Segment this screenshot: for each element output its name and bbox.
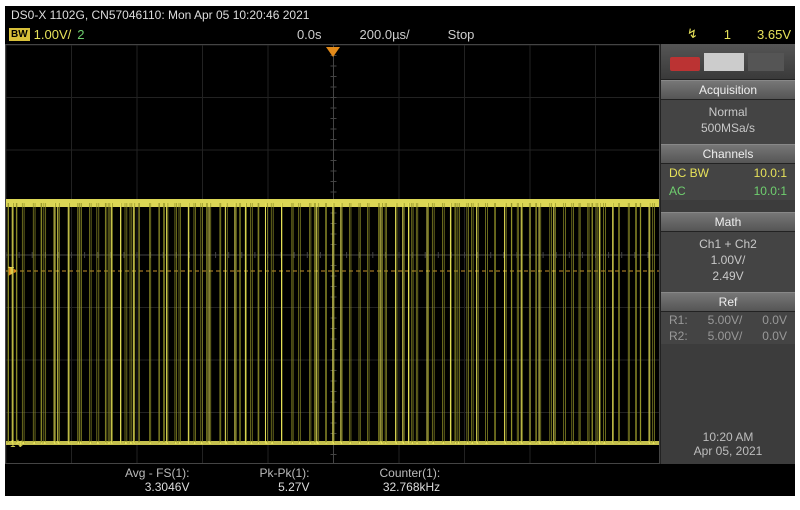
channels-title[interactable]: Channels	[661, 144, 795, 164]
channel-label: AC	[669, 184, 686, 198]
meas-value: 32.768kHz	[379, 480, 440, 494]
math-v1: 1.00V/	[661, 252, 795, 268]
clock-time: 10:20 AM	[661, 430, 795, 444]
meas-label: Avg - FS(1):	[125, 466, 189, 480]
top-status-bar: BW 1.00V/ 2 0.0s 200.0µs/ Stop ↯ 1 3.65V	[5, 24, 795, 44]
ref-row: R2: 5.00V/0.0V	[661, 328, 795, 344]
ref-v: 5.00V/	[708, 329, 743, 343]
agilent-logo-area	[661, 44, 795, 80]
device-header: DS0-X 1102G, CN57046110: Mon Apr 05 10:2…	[5, 6, 795, 24]
channel-row: AC 10.0:1	[661, 182, 795, 200]
measurement: Avg - FS(1):3.3046V	[125, 466, 189, 494]
svg-text:1↯: 1↯	[10, 439, 24, 450]
math-expr: Ch1 + Ch2	[661, 236, 795, 252]
channels-body: DC BW 10.0:1 AC 10.0:1	[661, 164, 795, 200]
side-panel: Acquisition Normal 500MSa/s Channels DC …	[660, 44, 795, 464]
trigger-level: 3.65V	[757, 27, 791, 42]
math-title[interactable]: Math	[661, 212, 795, 232]
device-id-line: DS0-X 1102G, CN57046110: Mon Apr 05 10:2…	[11, 8, 309, 22]
oscilloscope-screen: DS0-X 1102G, CN57046110: Mon Apr 05 10:2…	[5, 6, 795, 496]
ref-label: R2:	[669, 329, 688, 343]
ch1-vdiv: 1.00V/	[34, 27, 72, 42]
meas-value: 5.27V	[259, 480, 309, 494]
acq-rate: 500MSa/s	[661, 120, 795, 136]
run-state: Stop	[448, 27, 475, 42]
measurement-footer: Avg - FS(1):3.3046V Pk-Pk(1):5.27V Counter…	[5, 464, 795, 496]
channel-ratio: 10.0:1	[754, 166, 787, 180]
time-offset: 0.0s	[297, 27, 322, 42]
channel-ratio: 10.0:1	[754, 184, 787, 198]
trigger-edge-icon: ↯	[687, 26, 698, 42]
ref-v: 5.00V/	[708, 313, 743, 327]
measurement: Counter(1):32.768kHz	[379, 466, 440, 494]
bandwidth-badge: BW	[9, 28, 30, 41]
trigger-t-label: T	[8, 266, 14, 277]
meas-label: Counter(1):	[379, 466, 440, 480]
ch2-indicator: 2	[77, 27, 84, 42]
measurement: Pk-Pk(1):5.27V	[259, 466, 309, 494]
channel-row: DC BW 10.0:1	[661, 164, 795, 182]
ref-off: 0.0V	[762, 329, 787, 343]
logo-icon	[668, 49, 788, 75]
acquisition-body: Normal 500MSa/s	[661, 100, 795, 144]
clock-date: Apr 05, 2021	[661, 444, 795, 458]
acq-mode: Normal	[661, 104, 795, 120]
trigger-channel: 1	[724, 27, 731, 42]
math-body: Ch1 + Ch2 1.00V/ 2.49V	[661, 232, 795, 292]
channel-label: DC BW	[669, 166, 709, 180]
ref-row: R1: 5.00V/0.0V	[661, 312, 795, 328]
timebase: 200.0µs/	[360, 27, 410, 42]
ref-off: 0.0V	[762, 313, 787, 327]
meas-label: Pk-Pk(1):	[259, 466, 309, 480]
main-area: 1↯ T Acquisition Normal 500MSa/s Channel…	[5, 44, 795, 464]
ref-label: R1:	[669, 313, 688, 327]
acquisition-title[interactable]: Acquisition	[661, 80, 795, 100]
datetime-block: 10:20 AM Apr 05, 2021	[661, 424, 795, 464]
meas-value: 3.3046V	[125, 480, 189, 494]
ref-body: R1: 5.00V/0.0V R2: 5.00V/0.0V	[661, 312, 795, 344]
math-v2: 2.49V	[661, 268, 795, 284]
waveform-plot[interactable]: 1↯ T	[5, 44, 660, 464]
ref-title[interactable]: Ref	[661, 292, 795, 312]
